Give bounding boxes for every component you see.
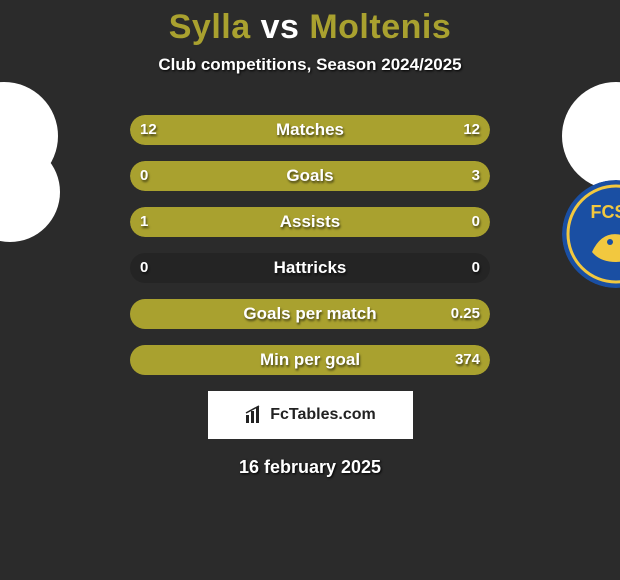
brand-box[interactable]: FcTables.com: [208, 391, 413, 439]
player2-club-badge: FCSM: [562, 180, 620, 288]
stat-row: 03Goals: [130, 161, 490, 191]
stat-bar-left: [130, 207, 429, 237]
club-badge-icon: FCSM: [562, 180, 620, 288]
stat-bar-right: [310, 115, 490, 145]
stats-container: 1212Matches 03Goals 10Assists 0 0Hattricks 0.…: [130, 115, 490, 375]
badge-text: FCSM: [591, 202, 620, 222]
brand-text: FcTables.com: [270, 406, 376, 424]
subtitle: Club competitions, Season 2024/2025: [0, 55, 620, 75]
badge-lion-eye: [607, 239, 613, 245]
stat-row: 1212Matches: [130, 115, 490, 145]
stat-value-left: 0: [140, 253, 148, 283]
stat-bar-left: [130, 115, 310, 145]
date-text: 16 february 2025: [0, 457, 620, 478]
stat-row: 0.25Goals per match: [130, 299, 490, 329]
stat-bar-right: [191, 161, 490, 191]
stat-bar-right: [130, 345, 490, 375]
vs-text: vs: [251, 8, 310, 46]
stat-bar-left: [130, 161, 191, 191]
stat-bar-right: [429, 207, 490, 237]
brand-logo-icon: [244, 405, 264, 425]
stat-row: 0 0Hattricks: [130, 253, 490, 283]
badge-bg: [562, 180, 620, 288]
stat-bar-right: [130, 299, 490, 329]
stat-row: 374Min per goal: [130, 345, 490, 375]
page-title: Sylla vs Moltenis: [0, 0, 620, 47]
stat-label: Hattricks: [130, 253, 490, 283]
player1-name: Sylla: [169, 8, 251, 46]
stat-value-right: 0: [472, 253, 480, 283]
player2-name: Moltenis: [309, 8, 451, 46]
player2-avatar: [562, 82, 620, 190]
stat-row: 10Assists: [130, 207, 490, 237]
